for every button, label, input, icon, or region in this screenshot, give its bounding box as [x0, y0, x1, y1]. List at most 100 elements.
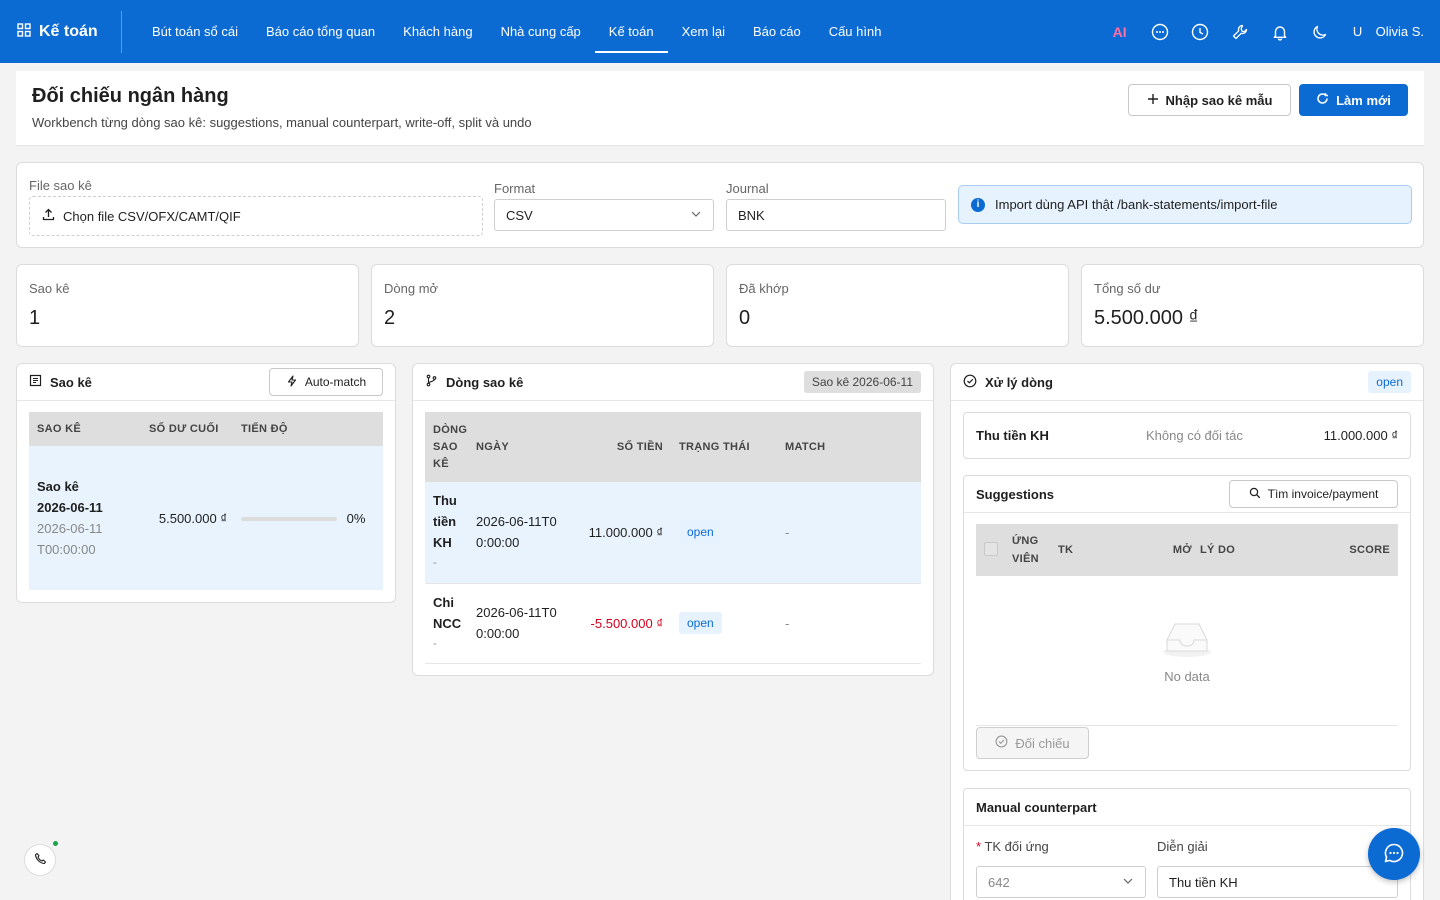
file-upload-button[interactable]: Chọn file CSV/OFX/CAMT/QIF [29, 196, 483, 236]
counter-account-label: * TK đối ứng [976, 839, 1049, 854]
format-label: Format [494, 181, 536, 196]
column-header-ending-balance[interactable]: Số dư cuối [149, 412, 241, 446]
phone-button[interactable] [24, 844, 56, 876]
journal-input[interactable]: BNK [726, 199, 946, 231]
column-header-open[interactable]: Mở [1170, 524, 1200, 576]
selected-line-name: Thu tiền KH [976, 428, 1049, 443]
counter-account-label-text: TK đối ứng [984, 839, 1049, 854]
nav-item-ledger-entries[interactable]: Bút toán sổ cái [152, 24, 238, 39]
column-header-score[interactable]: Score [1283, 524, 1398, 576]
auto-match-button[interactable]: Auto-match [269, 368, 383, 396]
reconcile-button[interactable]: Đối chiếu [976, 727, 1089, 759]
nav-item-vendors[interactable]: Nhà cung cấp [500, 24, 581, 39]
statement-progress-bar [241, 517, 337, 522]
statements-panel-header: Sao kê Auto-match [17, 364, 395, 401]
table-row[interactable]: Chi NCC - 2026-06-11T00:00:00 -5.500.000… [425, 583, 921, 663]
nav-item-customers[interactable]: Khách hàng [403, 24, 473, 39]
process-panel-title: Xử lý dòng [985, 374, 1053, 390]
stat-value: 1 [29, 307, 41, 329]
stat-label: Sao kê [29, 281, 70, 296]
description-input[interactable]: Thu tiền KH [1157, 866, 1398, 898]
column-header-match[interactable]: Match [785, 412, 921, 482]
bell-icon[interactable] [1260, 23, 1300, 41]
format-select[interactable]: CSV [494, 199, 714, 231]
stat-card-open-lines: Dòng mở 2 [371, 264, 714, 347]
import-info-text: Import dùng API thật /bank-statements/im… [995, 197, 1278, 212]
user-name[interactable]: Olivia S. [1375, 24, 1424, 39]
page-header: Đối chiếu ngân hàng Workbench từng dòng … [16, 71, 1424, 146]
status-badge: open [679, 612, 722, 634]
column-header-line-label: Dòng sao kê [433, 423, 468, 470]
refresh-label: Làm mới [1336, 92, 1391, 108]
dark-mode-moon-icon[interactable] [1300, 23, 1340, 41]
ai-button[interactable]: AI [1100, 24, 1140, 40]
find-invoice-payment-button[interactable]: Tìm invoice/payment [1229, 480, 1398, 508]
line-amount: 11.000.000 ₫ [588, 524, 663, 540]
nav-item-reports[interactable]: Báo cáo [752, 24, 801, 39]
nav-item-accounting[interactable]: Kế toán [594, 0, 668, 63]
main-nav: Bút toán sổ cái Báo cáo tổng quan Khách … [138, 0, 895, 63]
page-subtitle: Workbench từng dòng sao kê: suggestions,… [32, 115, 532, 130]
process-line-panel: Xử lý dòng open Thu tiền KH Không có đối… [950, 363, 1424, 900]
process-status-badge: open [1368, 371, 1411, 393]
counter-account-select[interactable]: 642 [976, 866, 1146, 898]
check-circle-icon [963, 374, 977, 391]
column-header-reason[interactable]: Lý do [1200, 524, 1284, 576]
line-amount: -5.500.000 ₫ [590, 615, 663, 631]
apps-grid-icon[interactable] [17, 23, 31, 40]
nav-item-configuration[interactable]: Cấu hình [828, 24, 882, 39]
statement-lines-panel: Dòng sao kê Sao kê 2026-06-11 Dòng sao k… [412, 363, 934, 676]
chat-fab-button[interactable] [1368, 828, 1420, 880]
table-row[interactable]: Thu tiền KH - 2026-06-11T00:00:00 11.000… [425, 482, 921, 583]
suggestions-header: Suggestions Tìm invoice/payment [964, 476, 1410, 513]
selected-line-summary: Thu tiền KH Không có đối tác 11.000.000 … [963, 412, 1411, 459]
select-all-checkbox[interactable] [984, 541, 998, 556]
chat-icon[interactable] [1140, 23, 1180, 41]
column-header-amount[interactable]: Số tiền [574, 412, 673, 482]
column-header-statement[interactable]: Sao kê [29, 412, 149, 446]
wrench-icon[interactable] [1220, 23, 1260, 41]
brand[interactable]: Kế toán [0, 10, 122, 53]
file-upload-label: Chọn file CSV/OFX/CAMT/QIF [63, 208, 241, 224]
upload-icon [42, 208, 55, 224]
column-header-account[interactable]: TK [1058, 524, 1170, 576]
column-header-progress[interactable]: Tiến độ [241, 412, 383, 446]
branch-icon [425, 374, 438, 390]
manual-counterpart-title: Manual counterpart [976, 799, 1097, 815]
import-card: File sao kê Chọn file CSV/OFX/CAMT/QIF F… [16, 162, 1424, 248]
manual-counterpart-card: Manual counterpart * TK đối ứng 642 Diễn… [963, 788, 1411, 900]
line-date: 2026-06-11T00:00:00 [476, 514, 557, 551]
line-match: - [785, 615, 790, 631]
brand-title: Kế toán [39, 22, 98, 40]
clock-icon[interactable] [1180, 23, 1220, 41]
column-header-date[interactable]: Ngày [476, 412, 574, 482]
check-circle-icon [995, 735, 1008, 751]
stat-label: Dòng mở [384, 281, 439, 296]
statement-lines-panel-header: Dòng sao kê Sao kê 2026-06-11 [413, 364, 933, 401]
stat-card-total-balance: Tổng số dư 5.500.000 ₫ [1081, 264, 1424, 347]
column-header-candidate[interactable]: Ứng viên [1012, 524, 1058, 576]
refresh-button[interactable]: Làm mới [1299, 84, 1408, 116]
nav-item-overview-reports[interactable]: Báo cáo tổng quan [266, 24, 376, 39]
auto-match-label: Auto-match [304, 375, 367, 389]
line-sub: - [433, 637, 437, 650]
line-description: Thu tiền KH [433, 493, 457, 551]
nav-item-review[interactable]: Xem lại [681, 24, 725, 39]
import-sample-statement-button[interactable]: Nhập sao kê mẫu [1128, 84, 1291, 116]
column-header-line[interactable]: Dòng sao kê [425, 412, 476, 482]
user-avatar[interactable]: U [1352, 24, 1363, 39]
table-row[interactable]: Sao kê 2026-06-11 2026-06-11T00:00:00 5.… [29, 446, 383, 590]
manual-counterpart-header: Manual counterpart [964, 789, 1410, 826]
stat-label: Đã khớp [739, 281, 789, 296]
column-header-candidate-label: Ứng viên [1012, 535, 1039, 565]
statements-panel-title: Sao kê [50, 374, 92, 390]
column-header-status[interactable]: Trạng thái [673, 412, 785, 482]
chevron-down-icon [690, 208, 702, 223]
suggestions-table-wrap: Ứng viên TK Mở Lý do Score [976, 524, 1398, 576]
file-label: File sao kê [29, 178, 92, 193]
chevron-down-icon [1122, 875, 1134, 890]
selected-line-amount: 11.000.000 ₫ [1323, 428, 1398, 443]
journal-label: Journal [726, 181, 769, 196]
suggestions-empty-state: No data [976, 576, 1398, 726]
line-description: Chi NCC [433, 594, 462, 631]
